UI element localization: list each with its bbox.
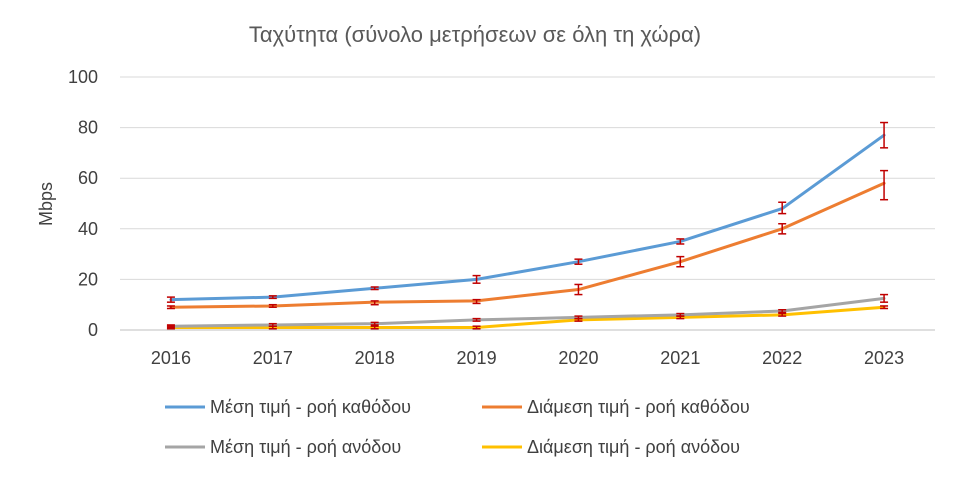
- gridlines: [120, 76, 935, 331]
- y-tick-label: 80: [78, 118, 98, 138]
- error-bar: [268, 325, 277, 330]
- y-tick-labels: 0 20 40 60 80 100: [68, 67, 98, 340]
- series-line: [169, 181, 886, 309]
- error-bar: [472, 317, 481, 322]
- error-bar: [778, 222, 787, 235]
- error-bar: [880, 293, 889, 303]
- error-bar: [676, 255, 685, 268]
- x-tick-label: 2018: [355, 348, 395, 368]
- error-bar: [166, 305, 175, 310]
- error-bar: [676, 238, 685, 245]
- legend-label: Διάμεση τιμή - ροή ανόδου: [527, 437, 740, 457]
- y-tick-label: 0: [88, 320, 98, 340]
- y-tick-label: 100: [68, 67, 98, 87]
- error-bar: [574, 283, 583, 296]
- x-tick-label: 2020: [558, 348, 598, 368]
- error-bars: [166, 121, 889, 330]
- y-tick-label: 60: [78, 168, 98, 188]
- error-bar: [880, 305, 889, 310]
- x-tick-label: 2016: [151, 348, 191, 368]
- legend-label: Μέση τιμή - ροή καθόδου: [210, 397, 411, 417]
- error-bar: [778, 309, 787, 314]
- x-tick-label: 2019: [457, 348, 497, 368]
- error-bar: [268, 303, 277, 308]
- error-bar: [268, 295, 277, 300]
- y-tick-label: 40: [78, 219, 98, 239]
- x-tick-label: 2021: [660, 348, 700, 368]
- legend-label: Διάμεση τιμή - ροή καθόδου: [527, 397, 750, 417]
- series-line: [169, 305, 886, 329]
- error-bar: [166, 325, 175, 330]
- x-tick-label: 2023: [864, 348, 904, 368]
- x-tick-label: 2017: [253, 348, 293, 368]
- chart-title: Ταχύτητα (σύνολο μετρήσεων σε όλη τη χώρ…: [249, 22, 701, 47]
- error-bar: [370, 325, 379, 330]
- x-tick-labels: 2016 2017 2018 2019 2020 2021 2022 2023: [151, 348, 904, 368]
- error-bar: [778, 312, 787, 317]
- legend: Μέση τιμή - ροή καθόδου Διάμεση τιμή - ρο…: [165, 397, 750, 457]
- series-lines: [169, 133, 886, 329]
- legend-item: Διάμεση τιμή - ροή καθόδου: [482, 397, 750, 417]
- error-bar: [370, 300, 379, 306]
- error-bar: [472, 298, 481, 305]
- error-bar: [370, 321, 379, 326]
- x-tick-label: 2022: [762, 348, 802, 368]
- series-line: [169, 133, 886, 302]
- legend-item: Διάμεση τιμή - ροή ανόδου: [482, 437, 740, 457]
- error-bar: [166, 296, 175, 303]
- error-bar: [472, 325, 481, 330]
- series-line: [169, 296, 886, 328]
- error-bar: [370, 286, 379, 291]
- y-axis-label: Mbps: [36, 182, 56, 226]
- error-bar: [574, 317, 583, 322]
- error-bar: [880, 169, 889, 201]
- legend-item: Μέση τιμή - ροή ανόδου: [165, 437, 401, 457]
- legend-label: Μέση τιμή - ροή ανόδου: [210, 437, 401, 457]
- error-bar: [778, 201, 787, 215]
- y-tick-label: 20: [78, 269, 98, 289]
- legend-item: Μέση τιμή - ροή καθόδου: [165, 397, 411, 417]
- error-bar: [574, 258, 583, 265]
- error-bar: [880, 121, 889, 149]
- error-bar: [472, 274, 481, 284]
- error-bar: [676, 315, 685, 320]
